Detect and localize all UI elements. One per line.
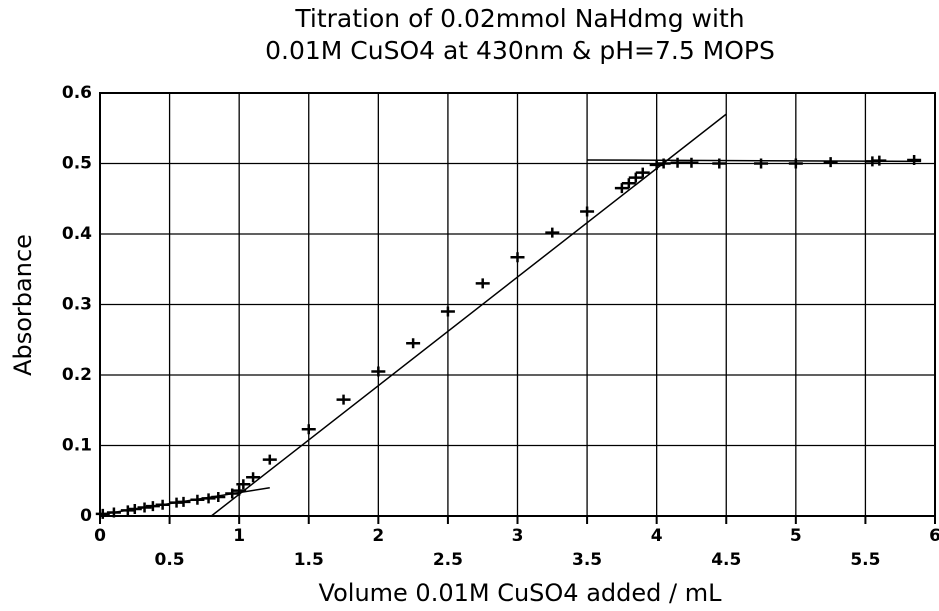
y-tick-label: 0.1 xyxy=(62,436,92,456)
data-point xyxy=(236,479,251,490)
y-axis-label: Absorbance xyxy=(9,234,37,376)
x-tick-label: 1 xyxy=(233,526,245,546)
data-point xyxy=(127,503,142,514)
data-point xyxy=(120,505,135,516)
x-tick-label: 1.5 xyxy=(294,550,324,570)
data-point xyxy=(684,157,699,168)
data-point xyxy=(823,157,838,168)
x-tick-label: 5.5 xyxy=(850,550,880,570)
x-tick-label: 4.5 xyxy=(711,550,741,570)
data-point xyxy=(621,178,636,189)
y-tick-label: 0.6 xyxy=(62,83,92,103)
data-point xyxy=(649,159,664,170)
data-point xyxy=(155,499,170,510)
y-tick-label: 0 xyxy=(80,506,92,526)
data-point xyxy=(262,454,277,465)
data-point xyxy=(95,508,110,519)
data-point xyxy=(475,278,490,289)
data-point xyxy=(907,154,922,165)
data-point xyxy=(336,394,351,405)
y-tick-label: 0.5 xyxy=(62,154,92,174)
chart-title: Titration of 0.02mmol NaHdmg with xyxy=(294,4,744,33)
data-point xyxy=(246,472,261,483)
y-tick-label: 0.3 xyxy=(62,295,92,315)
x-tick-label: 4 xyxy=(651,526,663,546)
data-point xyxy=(137,502,152,513)
x-tick-label: 2 xyxy=(372,526,384,546)
x-tick-label: 5 xyxy=(790,526,802,546)
plot-frame xyxy=(99,92,936,517)
x-tick-label: 3.5 xyxy=(572,550,602,570)
data-point xyxy=(712,158,727,169)
data-point xyxy=(635,167,650,178)
data-point xyxy=(580,206,595,217)
x-tick-label: 0.5 xyxy=(155,550,185,570)
data-point xyxy=(371,366,386,377)
data-point xyxy=(190,494,205,505)
data-point xyxy=(628,172,643,183)
data-point xyxy=(545,227,560,238)
data-point xyxy=(510,252,525,263)
y-tick-label: 0.2 xyxy=(62,365,92,385)
data-point xyxy=(145,501,160,512)
data-point xyxy=(201,493,216,504)
data-point xyxy=(872,155,887,166)
data-point xyxy=(232,485,247,496)
x-tick-label: 3 xyxy=(512,526,524,546)
y-tick-label: 0.4 xyxy=(62,224,92,244)
data-point xyxy=(788,158,803,169)
data-point xyxy=(656,158,671,169)
data-point xyxy=(670,157,685,168)
x-tick-label: 2.5 xyxy=(433,550,463,570)
data-point xyxy=(754,158,769,169)
data-point xyxy=(614,183,629,194)
data-point xyxy=(301,424,316,435)
fit-line xyxy=(210,113,727,517)
x-axis-label: Volume 0.01M CuSO4 added / mL xyxy=(319,579,723,607)
chart-title: 0.01M CuSO4 at 430nm & pH=7.5 MOPS xyxy=(265,36,775,65)
x-tick-label: 6 xyxy=(929,526,939,546)
data-point xyxy=(211,491,226,502)
data-point xyxy=(440,306,455,317)
data-point xyxy=(406,338,421,349)
data-point xyxy=(106,507,121,518)
x-tick-label: 0 xyxy=(94,526,106,546)
data-point xyxy=(176,496,191,507)
